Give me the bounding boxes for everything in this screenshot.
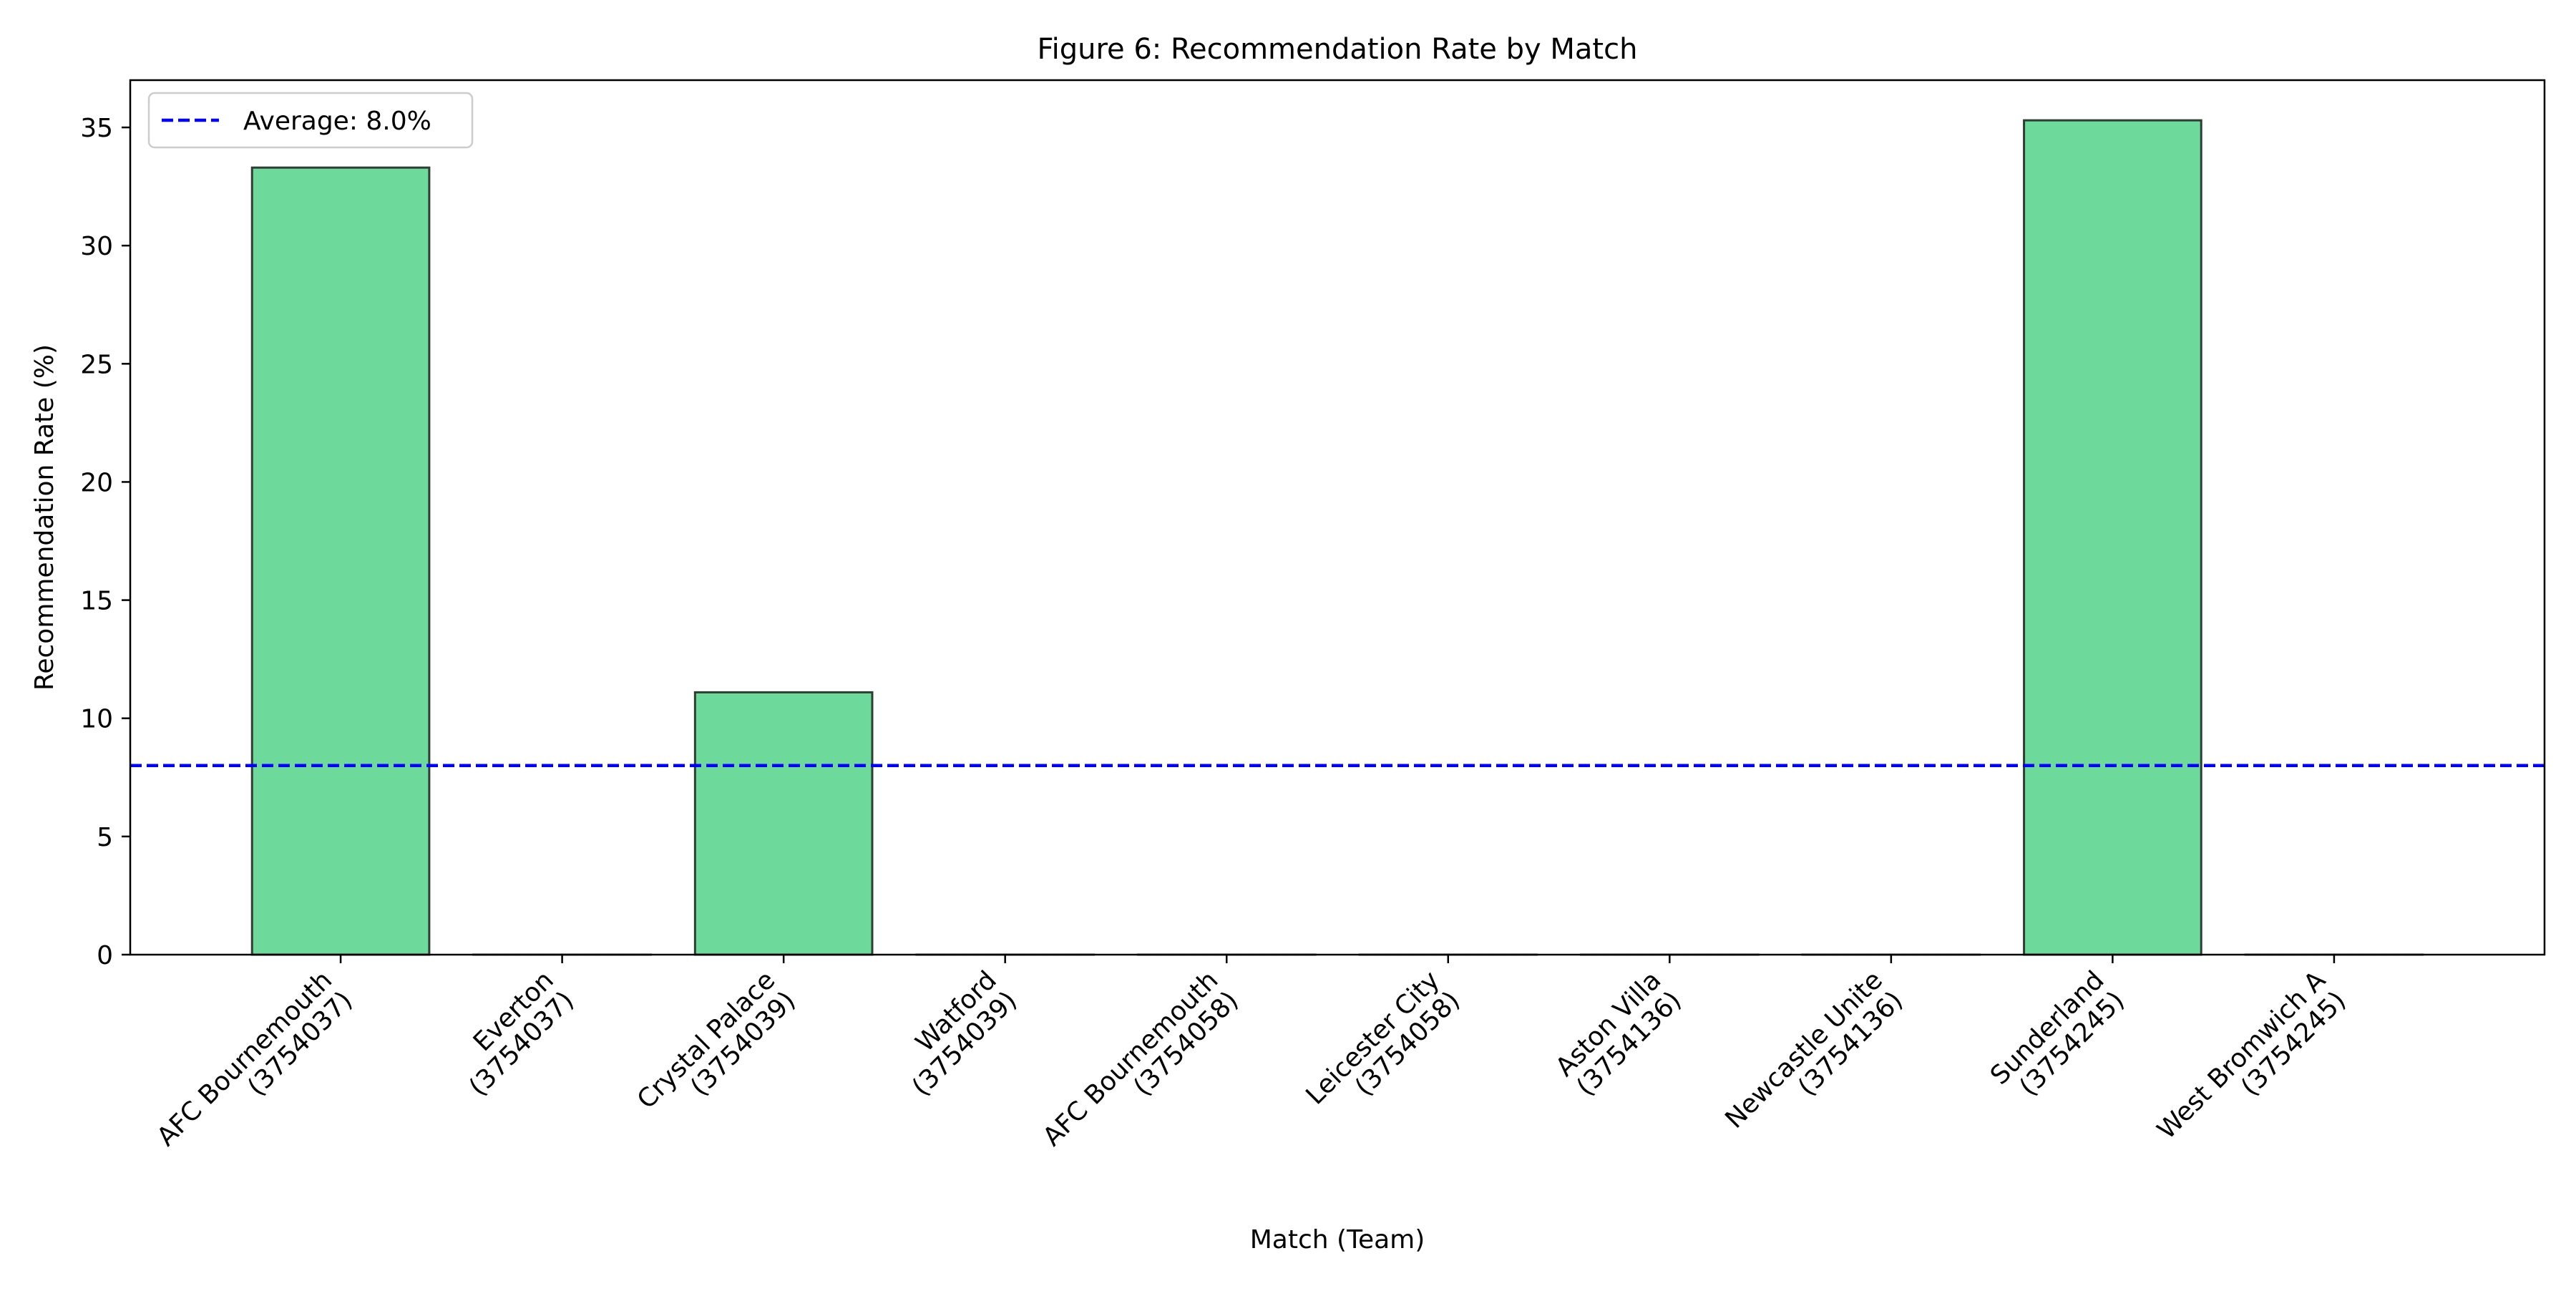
- y-tick-label: 10: [80, 705, 113, 734]
- y-tick-label: 20: [80, 468, 113, 497]
- bar-8: [2024, 120, 2202, 955]
- y-tick-label: 35: [80, 114, 113, 143]
- bar-0: [252, 167, 429, 955]
- y-tick-label: 25: [80, 350, 113, 379]
- chart-title: Figure 6: Recommendation Rate by Match: [1038, 33, 1638, 66]
- legend-average-label: Average: 8.0%: [243, 107, 431, 136]
- x-axis-label: Match (Team): [1250, 1225, 1425, 1255]
- legend: Average: 8.0%: [149, 93, 472, 147]
- y-tick-label: 30: [80, 232, 113, 261]
- y-tick-label: 5: [97, 823, 113, 852]
- y-tick-label: 15: [80, 587, 113, 616]
- y-tick-label: 0: [97, 941, 113, 970]
- bar-2: [695, 692, 872, 955]
- y-axis-label: Recommendation Rate (%): [30, 344, 59, 691]
